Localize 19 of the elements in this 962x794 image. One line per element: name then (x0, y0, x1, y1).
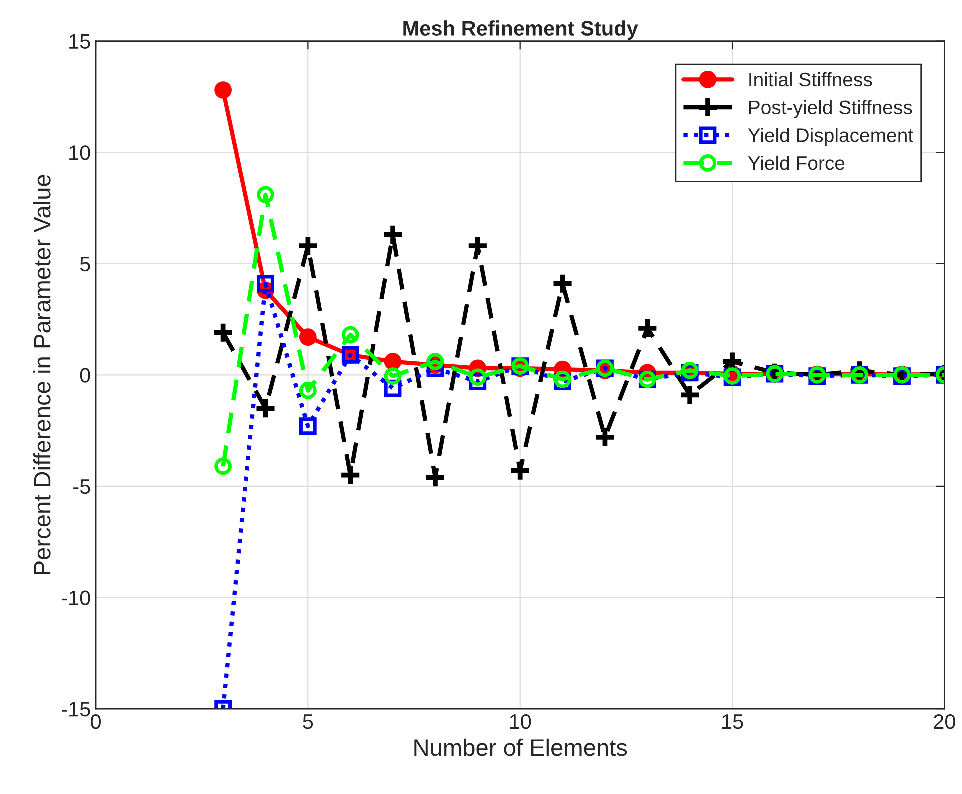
y-tick-label: -15 (62, 702, 90, 717)
y-tick-label: 5 (80, 257, 90, 272)
y-axis-title: Percent Difference in Parameter Value (33, 175, 51, 574)
x-tick-label: 20 (934, 714, 956, 730)
y-tick-label: 10 (70, 146, 90, 160)
x-tick-label: 0 (91, 714, 101, 730)
x-axis-title: Number of Elements (414, 738, 628, 756)
y-tick-label: 0 (80, 368, 90, 383)
legend-label: Yield Force (748, 156, 845, 170)
y-tick-label: -5 (74, 480, 90, 494)
y-tick-label: -10 (62, 590, 90, 606)
x-tick-label: 10 (510, 714, 532, 730)
x-tick-label: 5 (303, 714, 314, 730)
x-tick-label: 15 (722, 714, 744, 730)
chart-title: Mesh Refinement Study (404, 20, 638, 40)
y-tick-label: 15 (70, 34, 90, 50)
legend-label: Initial Stiffness (750, 72, 872, 87)
legend-label: Post-yield Stiffness (749, 100, 912, 118)
legend-label: Yield Displacement (748, 128, 914, 146)
